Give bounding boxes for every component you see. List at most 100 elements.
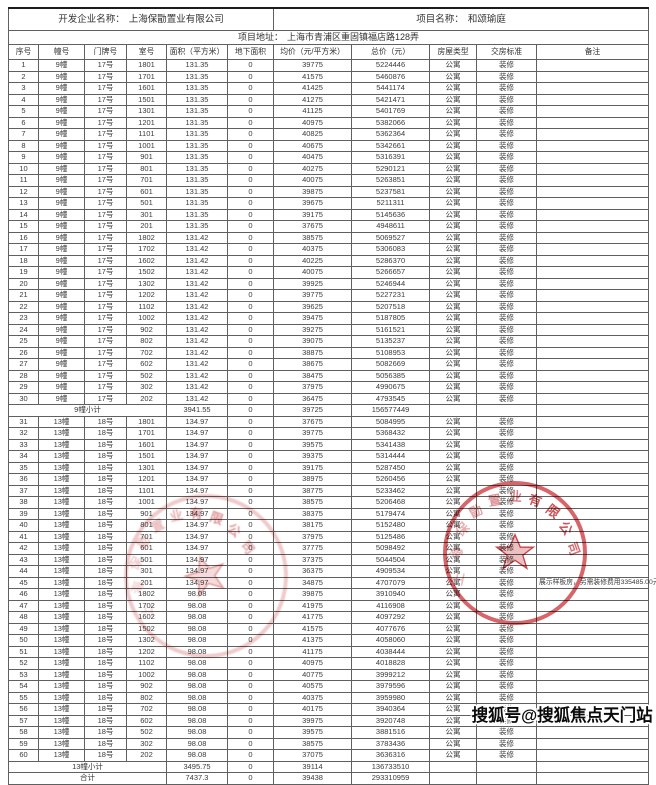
cell: 公寓 bbox=[429, 461, 478, 474]
cell: 9幢 bbox=[38, 312, 85, 325]
cell bbox=[536, 714, 650, 727]
cell: 39575 bbox=[273, 438, 353, 451]
cell: 802 bbox=[126, 691, 167, 704]
cell: 36375 bbox=[273, 565, 353, 578]
project-label: 项目名称： bbox=[416, 13, 464, 25]
cell bbox=[536, 657, 650, 670]
cell: 1502 bbox=[126, 266, 167, 279]
cell bbox=[536, 530, 650, 543]
cell: 47 bbox=[8, 599, 39, 612]
cell: 41575 bbox=[273, 70, 353, 83]
cell: 0 bbox=[226, 450, 275, 463]
cell: 合计 bbox=[8, 772, 167, 785]
cell: 18号 bbox=[84, 576, 127, 589]
cell: 9幢 bbox=[38, 208, 85, 221]
cell bbox=[536, 438, 650, 451]
cell: 装修 bbox=[476, 599, 538, 612]
cell: 公寓 bbox=[429, 737, 478, 750]
cell: 9幢 bbox=[38, 162, 85, 175]
cell: 13幢 bbox=[38, 622, 85, 635]
cell: 9幢 bbox=[38, 266, 85, 279]
cell: 39 bbox=[8, 507, 39, 520]
cell: 3959980 bbox=[351, 691, 431, 704]
cell: 装修 bbox=[476, 381, 538, 394]
cell: 51 bbox=[8, 645, 39, 658]
cell: 13幢 bbox=[38, 749, 85, 762]
cell: 9幢 bbox=[38, 197, 85, 210]
cell: 18号 bbox=[84, 634, 127, 647]
cell: 30 bbox=[8, 392, 39, 405]
cell: 17号 bbox=[84, 358, 127, 371]
cell: 公寓 bbox=[429, 450, 478, 463]
cell: 1001 bbox=[126, 139, 167, 152]
cell: 0 bbox=[226, 726, 275, 739]
cell: 38575 bbox=[273, 737, 353, 750]
cell: 公寓 bbox=[429, 300, 478, 313]
cell bbox=[476, 772, 538, 785]
cell: 5056385 bbox=[351, 369, 431, 382]
cell: 18号 bbox=[84, 553, 127, 566]
cell: 9幢 bbox=[38, 289, 85, 302]
cell bbox=[536, 300, 650, 313]
cell: 公寓 bbox=[429, 622, 478, 635]
cell: 公寓 bbox=[429, 611, 478, 624]
cell: 5286370 bbox=[351, 254, 431, 267]
cell: 18号 bbox=[84, 749, 127, 762]
cell: 40075 bbox=[273, 174, 353, 187]
cell: 0 bbox=[226, 404, 275, 417]
cell: 13幢 bbox=[38, 438, 85, 451]
cell: 42 bbox=[8, 542, 39, 555]
price-disclosure-sheet: 开发企业名称： 上海保勖置业有限公司 项目名称： 和颂瑜庭 项目地址： 上海市青浦区重… bbox=[7, 7, 656, 785]
cell: 0 bbox=[226, 162, 275, 175]
cell: 131.42 bbox=[166, 300, 228, 313]
cell: 26 bbox=[8, 346, 39, 359]
cell bbox=[536, 231, 650, 244]
cell: 1801 bbox=[126, 415, 167, 428]
cell: 0 bbox=[226, 622, 275, 635]
cell: 131.42 bbox=[166, 358, 228, 371]
cell: 9幢 bbox=[38, 139, 85, 152]
table-row: 47 13幢 18号 1702 98.08 0 41975 4116908 公寓 装修 bbox=[8, 599, 650, 612]
cell: 0 bbox=[226, 473, 275, 486]
cell: 装修 bbox=[476, 105, 538, 118]
cell: 0 bbox=[226, 519, 275, 532]
cell: 13幢 bbox=[38, 473, 85, 486]
column-header: 备注 bbox=[536, 44, 650, 60]
cell: 公寓 bbox=[429, 484, 478, 497]
cell: 1502 bbox=[126, 622, 167, 635]
cell: 202 bbox=[126, 392, 167, 405]
cell bbox=[476, 404, 538, 417]
cell: 9幢 bbox=[38, 185, 85, 198]
cell: 公寓 bbox=[429, 588, 478, 601]
cell: 4077676 bbox=[351, 622, 431, 635]
watermark-text: 搜狐号@搜狐焦点天门站 bbox=[472, 706, 653, 725]
cell bbox=[536, 484, 650, 497]
cell: 13幢 bbox=[38, 415, 85, 428]
cell: 装修 bbox=[476, 358, 538, 371]
cell bbox=[536, 703, 650, 716]
table-row: 2 9幢 17号 1701 131.35 0 41575 5460876 公寓 装修 bbox=[8, 70, 650, 83]
cell: 公寓 bbox=[429, 714, 478, 727]
cell: 装修 bbox=[476, 300, 538, 313]
cell bbox=[536, 461, 650, 474]
cell bbox=[536, 381, 650, 394]
table-row: 58 13幢 18号 502 98.08 0 39575 3881516 公寓 装修 bbox=[8, 726, 650, 739]
cell: 98.08 bbox=[166, 622, 228, 635]
cell: 13幢 bbox=[38, 450, 85, 463]
cell: 1801 bbox=[126, 59, 167, 72]
cell bbox=[536, 588, 650, 601]
cell: 13幢 bbox=[38, 427, 85, 440]
cell: 134.97 bbox=[166, 565, 228, 578]
subtotal-row: 13幢小计 3495.75 0 39114 136733510 bbox=[8, 760, 650, 773]
cell: 39175 bbox=[273, 208, 353, 221]
cell bbox=[536, 404, 650, 417]
cell: 36 bbox=[8, 473, 39, 486]
table-row: 42 13幢 18号 601 134.97 0 37775 5098492 公寓 装修 bbox=[8, 542, 650, 555]
cell: 装修 bbox=[476, 323, 538, 336]
cell: 公寓 bbox=[429, 139, 478, 152]
cell: 0 bbox=[226, 358, 275, 371]
cell: 39625 bbox=[273, 300, 353, 313]
cell: 131.42 bbox=[166, 243, 228, 256]
cell: 13幢 bbox=[38, 496, 85, 509]
cell: 134.97 bbox=[166, 415, 228, 428]
